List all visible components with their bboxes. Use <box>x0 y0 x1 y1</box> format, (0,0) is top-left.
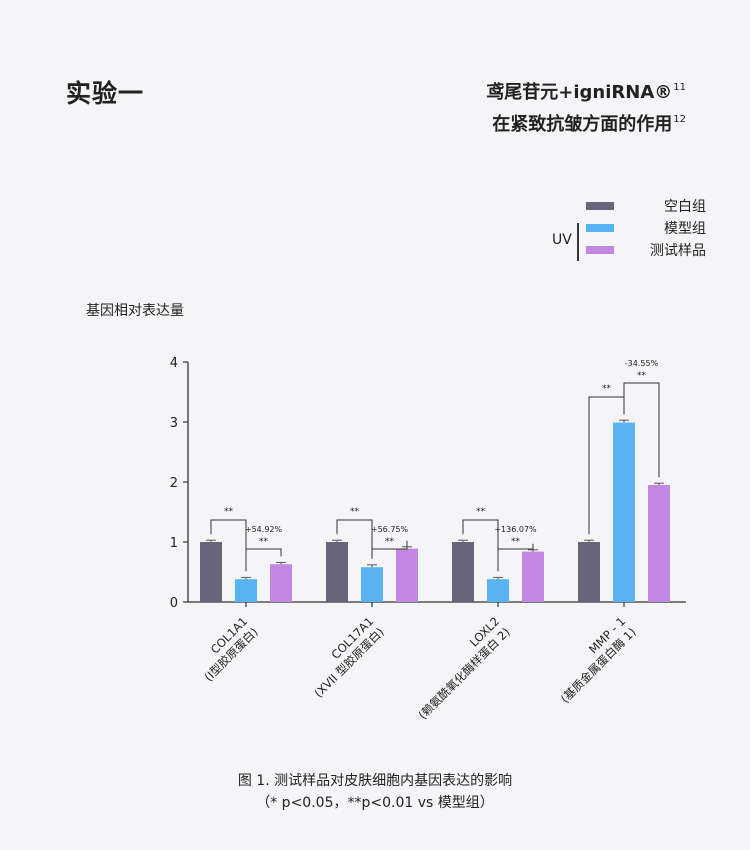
legend-swatch-blank <box>586 202 614 210</box>
y-tick-label: 0 <box>170 596 178 611</box>
bar-2-3 <box>648 485 670 602</box>
percent-change-label: +54.92% <box>245 525 283 534</box>
y-axis-title: 基因相对表达量 <box>86 303 184 319</box>
bar-0-2 <box>452 542 474 602</box>
title-line-2: 在紧致抗皱方面的作用12 <box>492 114 686 135</box>
significance-mark: ** <box>511 537 521 547</box>
y-tick-label: 4 <box>170 356 178 371</box>
title-line-1: 鸢尾苷元+igniRNA®11 <box>486 82 686 103</box>
y-tick-label: 3 <box>170 416 178 431</box>
significance-bracket <box>623 382 660 478</box>
significance-bracket <box>371 520 408 550</box>
bar-2-1 <box>396 548 418 602</box>
y-tick-label: 2 <box>170 476 178 491</box>
uv-bracket <box>577 223 579 261</box>
bar-0-3 <box>578 542 600 602</box>
significance-mark: ** <box>259 537 269 547</box>
bar-1-3 <box>613 422 635 602</box>
x-tick-sublabel: (赖氨酰氧化酶样蛋白 2) <box>416 625 513 722</box>
bar-2-0 <box>270 564 292 602</box>
bar-1-0 <box>235 579 257 602</box>
percent-change-label: +56.75% <box>371 525 409 534</box>
significance-mark: ** <box>637 371 647 381</box>
page-heading: 实验一 <box>66 79 145 108</box>
significance-mark: ** <box>224 507 234 517</box>
bar-2-2 <box>522 551 544 602</box>
legend-label-test: 测试样品 <box>650 243 706 259</box>
percent-change-label: +136.07% <box>494 525 537 534</box>
bar-1-1 <box>361 567 383 602</box>
legend-item-model: 模型组 <box>586 216 706 238</box>
chart-legend: 空白组 模型组 测试样品 UV <box>540 190 710 270</box>
significance-mark: ** <box>385 537 395 547</box>
legend-swatch-test <box>586 246 614 254</box>
significance-bracket <box>497 520 534 550</box>
caption-line-1: 图 1. 测试样品对皮肤细胞内基因表达的影响 <box>237 773 513 789</box>
bar-0-0 <box>200 542 222 602</box>
legend-swatch-model <box>586 224 614 232</box>
bar-1-2 <box>487 579 509 602</box>
y-tick-label: 1 <box>170 536 178 551</box>
uv-label: UV <box>552 232 572 248</box>
significance-bracket <box>245 520 282 557</box>
caption-line-2: （* p<0.05，**p<0.01 vs 模型组） <box>256 795 494 811</box>
bar-0-1 <box>326 542 348 602</box>
legend-item-blank: 空白组 <box>586 194 706 216</box>
significance-mark: ** <box>476 507 486 517</box>
figure-caption: 图 1. 测试样品对皮肤细胞内基因表达的影响 （* p<0.05，**p<0.0… <box>0 770 750 814</box>
legend-label-model: 模型组 <box>664 221 706 237</box>
percent-change-label: -34.55% <box>625 359 659 368</box>
legend-item-test: 测试样品 <box>586 238 706 260</box>
significance-mark: ** <box>602 384 612 394</box>
legend-label-blank: 空白组 <box>664 199 706 215</box>
chart-title: 鸢尾苷元+igniRNA®11 在紧致抗皱方面的作用12 <box>486 74 686 138</box>
significance-mark: ** <box>350 507 360 517</box>
